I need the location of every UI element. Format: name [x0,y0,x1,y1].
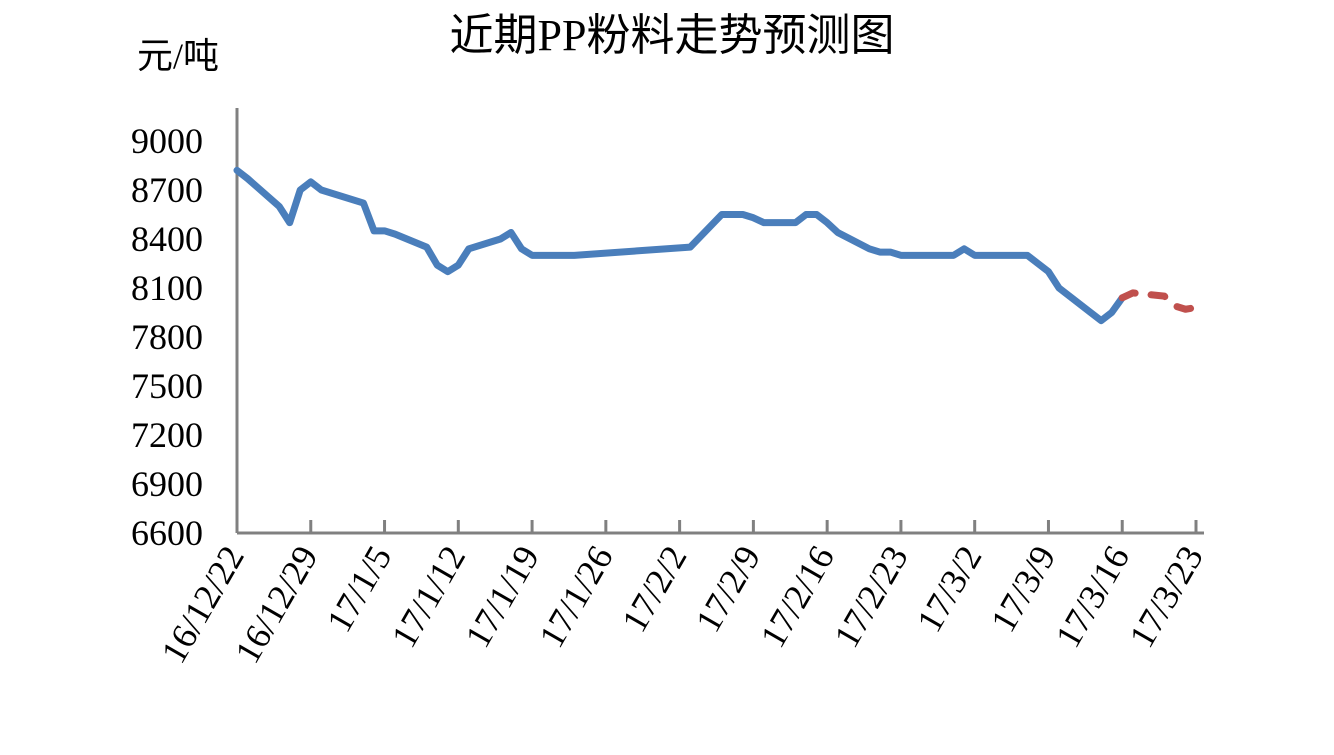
x-tick-label: 17/2/16 [752,539,842,654]
y-tick-label: 9000 [131,121,203,161]
x-tick-label: 17/2/2 [614,539,695,639]
x-tick-label: 17/3/23 [1121,539,1211,654]
x-tick-label: 17/3/9 [983,539,1064,639]
x-tick-label: 17/3/16 [1048,539,1138,654]
x-tick-label: 17/2/9 [688,539,769,639]
x-tick-label: 17/1/5 [319,539,400,639]
y-tick-label: 7800 [131,317,203,357]
y-axis-label: 元/吨 [137,36,219,76]
y-tick-label: 8700 [131,170,203,210]
x-tick-label: 17/2/23 [826,539,916,654]
data-line [233,166,1126,325]
y-tick-label: 7200 [131,415,203,455]
y-tick-label: 8100 [131,268,203,308]
y-tick-label: 8400 [131,219,203,259]
data-line [1118,289,1200,313]
y-tick-label: 7500 [131,366,203,406]
x-tick-label: 17/1/26 [531,539,621,654]
x-tick-label: 17/1/19 [457,539,547,654]
x-tick-label: 17/3/2 [909,539,990,639]
y-tick-label: 6600 [131,513,203,553]
chart-title: 近期PP粉料走势预测图 [450,11,895,60]
y-tick-label: 6900 [131,464,203,504]
x-tick-label: 17/1/12 [384,539,474,654]
